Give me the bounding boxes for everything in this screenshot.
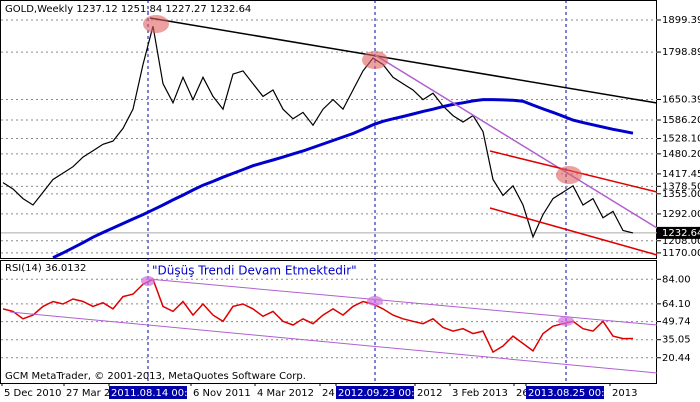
series-line bbox=[52, 98, 634, 260]
trend-line bbox=[374, 54, 658, 229]
channel-bottom bbox=[489, 207, 658, 256]
y-tick-label: 64.10 bbox=[662, 299, 691, 310]
y-tick-label: 1208.00 bbox=[662, 236, 700, 247]
y-tick-label: 1480.20 bbox=[662, 149, 700, 160]
x-label-highlight bbox=[526, 386, 604, 399]
y-tick-label: 1417.45 bbox=[662, 169, 700, 180]
y-tick-label: 20.44 bbox=[662, 353, 691, 364]
y-tick-label: 1528.10 bbox=[662, 134, 700, 145]
x-tick-label: 26 bbox=[516, 388, 529, 399]
series-line bbox=[2, 26, 634, 239]
rsi-title: RSI(14) 36.0132 bbox=[5, 263, 86, 274]
y-tick-label: 1586.20 bbox=[662, 115, 700, 126]
x-tick-label: 6 Nov 2011 bbox=[193, 388, 251, 399]
highlight bbox=[367, 296, 383, 306]
series-line bbox=[2, 278, 634, 354]
x-tick-label: 24 bbox=[322, 388, 335, 399]
highlight bbox=[141, 276, 155, 286]
rsi-trend bbox=[147, 278, 658, 326]
highlight bbox=[362, 51, 388, 69]
y-tick-label: 1378.50 bbox=[662, 181, 700, 192]
x-label-highlight bbox=[336, 386, 414, 399]
highlight bbox=[556, 166, 582, 184]
highlight bbox=[558, 316, 574, 326]
y-tick-label: 1170.00 bbox=[662, 248, 700, 259]
plot-layer bbox=[1, 19, 657, 359]
x-tick-label: 2013 bbox=[612, 388, 637, 399]
x-tick-label: 4 Mar 2012 bbox=[257, 388, 314, 399]
y-tick-label: 1899.39 bbox=[662, 15, 700, 26]
highlight bbox=[143, 15, 169, 33]
y-tick-label: 1798.89 bbox=[662, 47, 700, 58]
x-tick-label: 2012 bbox=[417, 388, 442, 399]
y-tick-label: 35.05 bbox=[662, 335, 691, 346]
x-tick-label: 2011.08.14 00:00 bbox=[111, 388, 200, 399]
x-tick-label: 2012.09.23 00:00 bbox=[338, 388, 427, 399]
price-frame bbox=[0, 0, 657, 259]
y-tick-label: 84.00 bbox=[662, 274, 691, 285]
copyright: GCM MetaTrader, © 2001-2013, MetaQuotes … bbox=[5, 371, 306, 382]
rsi-trend bbox=[9, 311, 658, 374]
x-tick-label: 27 Mar 20 bbox=[66, 388, 117, 399]
x-label-highlight bbox=[109, 386, 187, 399]
y-tick-label: 1355.00 bbox=[662, 189, 700, 200]
trend-line bbox=[149, 17, 658, 104]
x-tick-label: 2013.08.25 00:00 bbox=[528, 388, 617, 399]
y-tick-label: 49.74 bbox=[662, 317, 691, 328]
x-tick-label: 5 Dec 2010 bbox=[4, 388, 62, 399]
y-tick-label: 1292.00 bbox=[662, 209, 700, 220]
annotation: "Düşüş Trendi Devam Etmektedir" bbox=[152, 264, 357, 278]
x-tick-label: 3 Feb 2013 bbox=[452, 388, 508, 399]
chart-title: GOLD,Weekly 1237.12 1251.84 1227.27 1232… bbox=[5, 4, 251, 15]
y-tick-label: 1650.39 bbox=[662, 94, 700, 105]
last-price-box bbox=[657, 226, 700, 239]
last-price-label: 1232.64 bbox=[662, 228, 700, 239]
